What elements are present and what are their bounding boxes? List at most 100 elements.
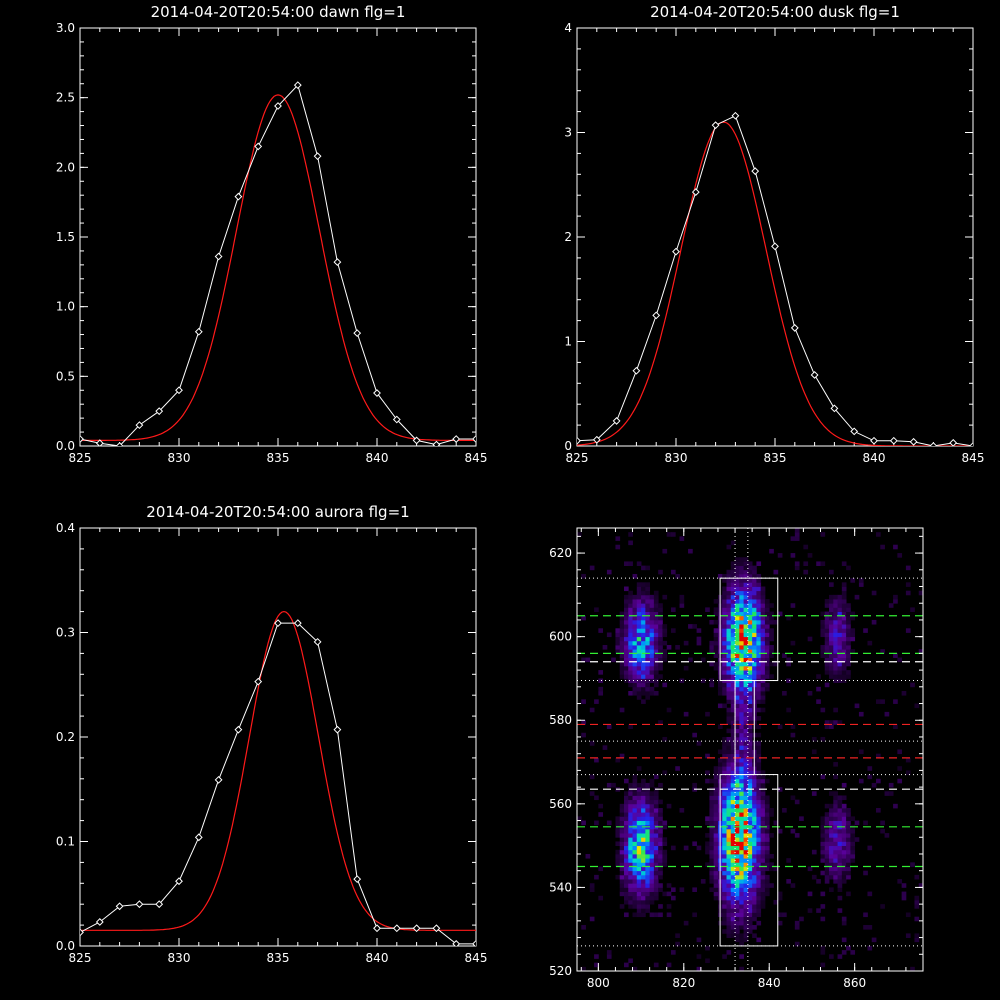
heat-cell (628, 653, 633, 658)
heat-cell (726, 632, 732, 638)
heat-cell (730, 874, 736, 880)
heat-cell (713, 619, 719, 625)
heat-cell (739, 674, 744, 679)
heat-cell (756, 862, 762, 867)
heat-cell (722, 619, 727, 625)
heat-cell (833, 858, 838, 863)
heat-cell (636, 828, 642, 834)
heat-cell (846, 674, 851, 679)
heat-cell (726, 544, 732, 550)
heat-cell (743, 569, 749, 575)
heat-cell (619, 670, 625, 675)
heat-cell (829, 649, 834, 654)
heat-cell (615, 628, 621, 633)
heat-cell (764, 858, 770, 863)
heat-cell (722, 736, 727, 742)
heat-cell (615, 640, 621, 646)
heat-cell (841, 649, 847, 654)
heat-cell (709, 858, 715, 863)
heat-cell (760, 670, 766, 675)
heat-cell (760, 586, 766, 592)
data-point (155, 407, 164, 416)
heat-cell (756, 649, 762, 654)
heat-cell (662, 657, 668, 663)
y-tick-label: 1 (564, 335, 572, 349)
heat-cell (713, 607, 719, 612)
heat-cell (641, 887, 646, 892)
heat-cell (752, 778, 757, 784)
heat-cell (692, 782, 697, 788)
heat-cell (752, 573, 757, 579)
heat-cell (645, 858, 651, 863)
heat-cell (880, 820, 885, 826)
data-point (254, 677, 263, 686)
heat-cell (585, 657, 591, 663)
heat-cell (709, 828, 715, 834)
heat-cell (735, 887, 740, 892)
heat-cell (752, 628, 757, 633)
heat-cell (846, 853, 851, 859)
heat-cell (743, 887, 749, 892)
heat-cell (709, 812, 715, 817)
heat-cell (777, 553, 783, 558)
heat-cell (735, 628, 740, 633)
heat-cell (653, 870, 659, 876)
heat-cell (824, 803, 830, 809)
heat-cell (623, 799, 629, 805)
heat-cell (636, 590, 642, 596)
heat-cell (726, 803, 732, 809)
heat-cell (841, 619, 847, 625)
heat-cell (918, 883, 923, 888)
heat-cell (598, 628, 604, 633)
heat-cell (709, 879, 715, 884)
heat-cell (730, 862, 736, 867)
heat-cell (747, 849, 753, 855)
data-point (313, 152, 322, 161)
heat-cell (730, 782, 736, 788)
heat-cell (897, 766, 903, 771)
heat-cell (824, 661, 830, 667)
heat-cell (730, 774, 736, 780)
heat-cell (816, 699, 821, 704)
heat-cell (790, 603, 796, 608)
heat-cell (760, 778, 766, 784)
heat-cell (743, 853, 749, 859)
data-point (293, 81, 302, 90)
heat-cell (641, 879, 646, 884)
heat-cell (726, 950, 732, 955)
heat-cell (837, 603, 843, 608)
heat-cell (594, 699, 599, 704)
heat-cell (747, 828, 753, 834)
heat-cell (816, 561, 821, 567)
heat-cell (730, 916, 736, 922)
heat-cell (662, 824, 668, 830)
heat-cell (717, 766, 723, 771)
heat-cell (653, 883, 659, 888)
heat-cell (743, 858, 749, 863)
heat-cell (777, 891, 783, 897)
heat-cell (735, 841, 740, 847)
heat-cell (752, 674, 757, 679)
heat-cell (726, 812, 732, 817)
heat-cell (653, 594, 659, 600)
heat-cell (833, 599, 838, 604)
heat-cell (752, 774, 757, 780)
heat-cell (756, 828, 762, 834)
heat-cell (777, 895, 783, 901)
heat-cell (756, 653, 762, 658)
heat-cell (730, 674, 736, 679)
heat-cell (730, 695, 736, 700)
heat-cell (636, 653, 642, 658)
heat-cell (594, 874, 599, 880)
heat-cell (653, 611, 659, 617)
heat-cell (658, 912, 663, 918)
heat-cell (880, 649, 885, 654)
heat-cell (632, 799, 638, 805)
heat-cell (824, 632, 830, 638)
heat-cell (794, 941, 800, 947)
heat-cell (619, 904, 625, 909)
heat-cell (760, 791, 766, 796)
heat-cell (841, 561, 847, 567)
heat-cell (841, 670, 847, 675)
heat-cell (743, 611, 749, 617)
